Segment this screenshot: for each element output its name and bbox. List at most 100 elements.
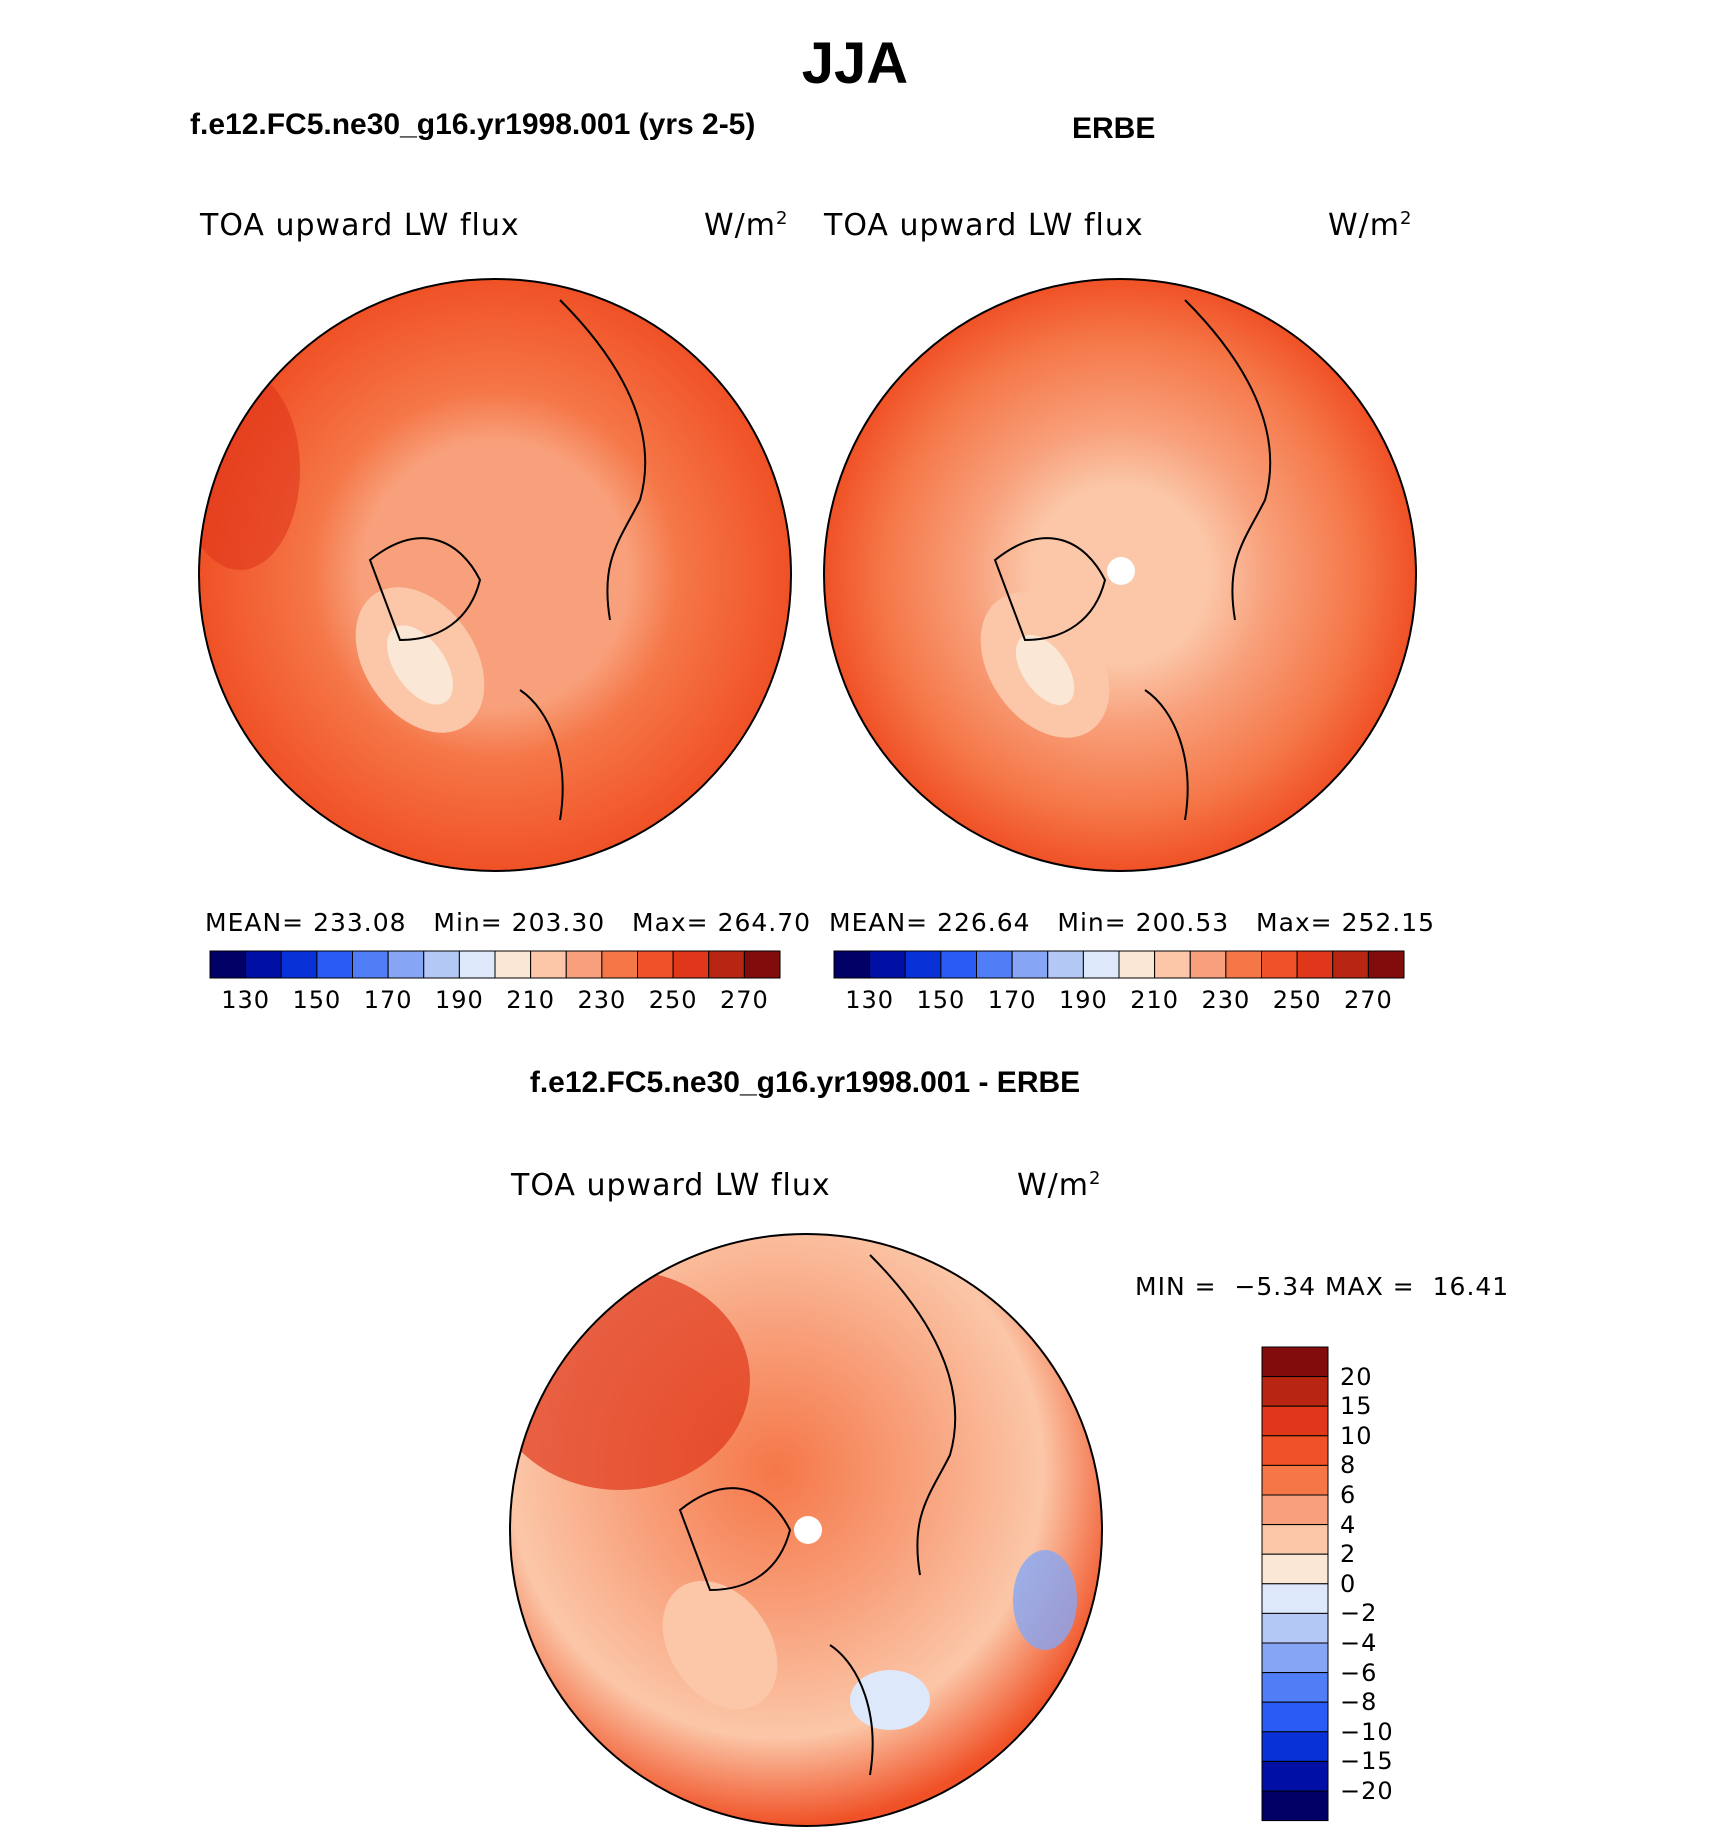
cbar1-swatch [637, 950, 674, 979]
map2-coastline-2 [1184, 299, 1272, 621]
colorbar-3-swatch [1261, 1553, 1329, 1585]
colorbar-3-swatch [1261, 1642, 1329, 1674]
cbar1-swatch [352, 950, 389, 979]
colorbar-1-tick-label: 210 [506, 986, 556, 1014]
cbar1-swatch [601, 950, 638, 979]
right-panel-title: ERBE [1072, 112, 1156, 145]
map1-border [198, 278, 792, 872]
panel3-stats: MIN = −5.34 MAX = 16.41 [1135, 1272, 1510, 1301]
map3-cold-region [1013, 1550, 1077, 1650]
colorbar-3-tick-label: −10 [1340, 1717, 1394, 1746]
cbar2-swatch [940, 950, 977, 979]
season-title: JJA [801, 31, 909, 96]
colorbar-3-tick-label: 4 [1340, 1510, 1357, 1539]
colorbar-2-tick-label: 130 [845, 986, 895, 1014]
colorbar-2-tick-label: 250 [1272, 986, 1322, 1014]
cbar2-swatch [1296, 950, 1334, 979]
colorbar-3-swatch [1261, 1701, 1329, 1733]
colorbar-3-tick-label: −6 [1340, 1658, 1378, 1687]
cbar2-swatch [1154, 950, 1191, 979]
cbar2-swatch [1082, 950, 1120, 979]
map3-coastline-3 [829, 1644, 874, 1776]
colorbar-3-swatch [1261, 1760, 1329, 1792]
colorbar-3-swatch [1261, 1731, 1329, 1762]
colorbar-3-tick-label: 15 [1340, 1392, 1373, 1421]
colorbar-1-tick-label: 170 [363, 986, 413, 1014]
colorbar-3-tick-label: 20 [1340, 1362, 1373, 1391]
colorbar-1-tick-label: 130 [221, 986, 271, 1014]
map1-greenland-core [387, 625, 453, 705]
left-panel-title: f.e12.FC5.ne30_g16.yr1998.001 (yrs 2-5) [190, 108, 756, 141]
cbar2-swatch [1011, 950, 1049, 979]
map3-greenland-region [662, 1580, 778, 1710]
map3-pole-hole [794, 1516, 822, 1544]
cbar2-swatch [1047, 950, 1084, 979]
panel2-variable-label: TOA upward LW flux [824, 208, 1144, 243]
colorbar-3-swatch [1261, 1464, 1329, 1496]
colorbar-3-swatch [1261, 1494, 1329, 1526]
cbar1-swatch [245, 950, 282, 979]
colorbar-3-tick-label: 2 [1340, 1540, 1357, 1569]
colorbar-1-tick-label: 150 [292, 986, 342, 1014]
cbar1-swatch [494, 950, 532, 979]
colorbar-1-tick-label: 250 [648, 986, 698, 1014]
diff-panel-title: f.e12.FC5.ne30_g16.yr1998.001 - ERBE [529, 1066, 1081, 1099]
colorbar-3-swatch [1261, 1405, 1329, 1437]
cbar1-swatch [280, 950, 318, 979]
map3-cold-region-2 [850, 1670, 930, 1730]
cbar1-swatch [565, 950, 603, 979]
panel3-units: W/m2 [1017, 1168, 1102, 1203]
colorbar-3-swatch [1261, 1435, 1329, 1466]
map1 [198, 278, 792, 872]
map2-coastline-3 [1144, 689, 1189, 821]
colorbar-3-swatch [1261, 1790, 1329, 1822]
cbar2-swatch [833, 950, 871, 979]
map1-warm-region [199, 370, 300, 570]
panel1-variable-label: TOA upward LW flux [200, 208, 520, 243]
panel2-units: W/m2 [1328, 208, 1413, 243]
panel2-stats: MEAN= 226.64 Min= 200.53 Max= 252.15 [829, 908, 1436, 937]
cbar1-swatch [458, 950, 496, 979]
cbar1-swatch [672, 950, 710, 979]
cbar1-swatch [423, 950, 460, 979]
colorbar-1-tick-label: 190 [434, 986, 484, 1014]
colorbar-2-tick-label: 210 [1130, 986, 1180, 1014]
colorbar-3-tick-label: −4 [1340, 1629, 1378, 1657]
colorbar-3-tick-label: 8 [1340, 1451, 1357, 1480]
colorbar-3-swatch [1261, 1346, 1329, 1378]
colorbar-2-tick-label: 190 [1058, 986, 1108, 1014]
map3 [509, 1233, 1103, 1827]
map1-coastline-2 [559, 299, 647, 621]
cbar2-swatch [1261, 950, 1298, 979]
cbar2-swatch [904, 950, 942, 979]
colorbar-2 [833, 950, 1405, 979]
cbar1-swatch [530, 950, 567, 979]
colorbar-3 [1261, 1346, 1329, 1822]
map2-greenland-core [1015, 634, 1075, 706]
cbar1-swatch [209, 950, 247, 979]
map1-field [199, 279, 791, 871]
map1-coastline [368, 537, 482, 642]
colorbar-2-tick-label: 150 [916, 986, 966, 1014]
colorbar-3-tick-label: 0 [1340, 1569, 1357, 1598]
cbar2-swatch [1332, 950, 1369, 979]
colorbar-3-tick-label: −8 [1340, 1688, 1378, 1717]
colorbar-2-tick-label: 230 [1201, 986, 1251, 1014]
cbar1-swatch [387, 950, 425, 979]
colorbar-2-tick-label: 270 [1343, 986, 1393, 1014]
cbar2-swatch [1118, 950, 1156, 979]
colorbar-3-swatch [1261, 1672, 1329, 1703]
map2-border [823, 278, 1417, 872]
cbar1-swatch [743, 950, 781, 979]
colorbar-1 [209, 950, 781, 979]
colorbar-3-tick-label: −20 [1340, 1777, 1394, 1805]
panel3-variable-label: TOA upward LW flux [511, 1168, 831, 1203]
panel1-units: W/m2 [704, 208, 789, 243]
map3-coastline [678, 1487, 792, 1592]
cbar2-swatch [976, 950, 1013, 979]
colorbar-3-tick-label: 6 [1340, 1481, 1357, 1509]
map3-coastline-2 [869, 1254, 957, 1576]
map2-coastline [993, 537, 1107, 642]
colorbar-1-tick-label: 270 [719, 986, 769, 1014]
